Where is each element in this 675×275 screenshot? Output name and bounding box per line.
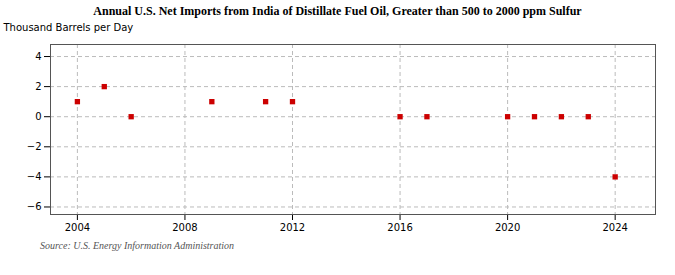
svg-text:2008: 2008 — [172, 222, 197, 233]
html-text:Source: U.S. Energy Informatio: Source: U.S. Energy Information Administ… — [40, 240, 235, 252]
svg-text:2016: 2016 — [387, 222, 412, 233]
svg-text:0: 0 — [35, 111, 41, 122]
html-text:Annual U.S. Net Imports from I: Annual U.S. Net Imports from India of Di… — [93, 4, 582, 18]
svg-text:2024: 2024 — [602, 222, 627, 233]
svg-text:−6: −6 — [27, 202, 42, 213]
svg-text:−4: −4 — [27, 171, 42, 182]
svg-text:2004: 2004 — [65, 222, 90, 233]
svg-text:−2: −2 — [27, 141, 42, 152]
svg-text:2012: 2012 — [280, 222, 305, 233]
svg-text:2: 2 — [35, 81, 41, 92]
svg-text:4: 4 — [35, 51, 41, 62]
svg-text:2020: 2020 — [495, 222, 520, 233]
svg-text:Thousand Barrels per Day: Thousand Barrels per Day — [3, 22, 134, 33]
